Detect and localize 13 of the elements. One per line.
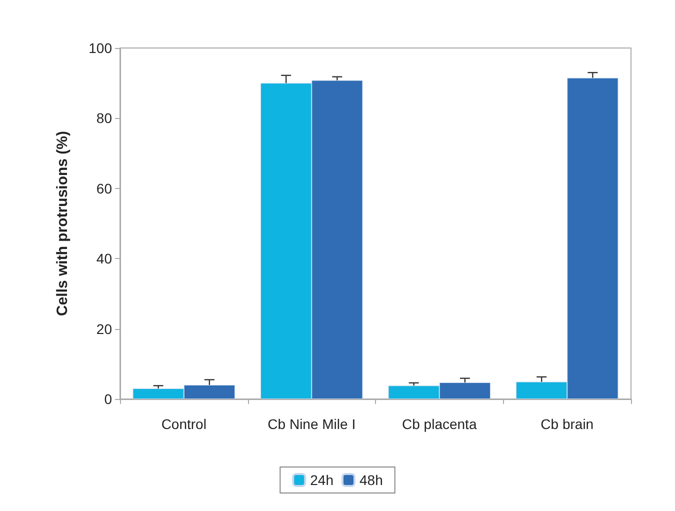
y-tick-label: 80 — [96, 110, 112, 126]
y-tick-label: 40 — [96, 250, 112, 267]
y-tick-label: 100 — [88, 40, 112, 56]
y-axis-title: Cells with protrusions (%) — [54, 130, 71, 316]
y-tick-label: 20 — [96, 320, 112, 337]
x-tick-label: Cb Nine Mile I — [268, 416, 356, 432]
x-tick-label: Cb brain — [540, 416, 594, 432]
y-tick-label: 60 — [96, 180, 112, 196]
legend-label: 48h — [360, 472, 383, 488]
legend-label: 24h — [310, 472, 334, 488]
x-tick-label: Cb placenta — [402, 416, 477, 432]
y-tick-label: 0 — [104, 391, 112, 407]
x-tick-label: Control — [161, 416, 206, 432]
